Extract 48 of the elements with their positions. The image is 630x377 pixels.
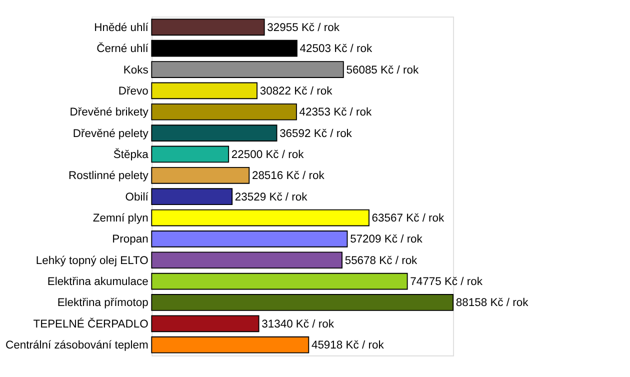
bar [151, 82, 258, 100]
y-tick-label: Zemní plyn [92, 212, 148, 225]
y-tick-label: Štěpka [113, 148, 150, 161]
data-label: 56085 Kč / rok [346, 64, 419, 76]
bar [151, 188, 233, 206]
bar [151, 252, 342, 269]
y-tick-label: Obilí [125, 191, 150, 204]
data-label: 28516 Kč / rok [252, 170, 325, 182]
y-tick-label: Centrální zásobování teplem [6, 340, 148, 352]
y-tick-label: Hnědé uhlí [94, 22, 150, 34]
bar [151, 61, 344, 78]
bar [151, 272, 408, 290]
data-label: 23529 Kč / rok [234, 191, 308, 204]
data-label: 30822 Kč / rok [260, 85, 333, 98]
bar [151, 18, 265, 36]
data-label: 63567 Kč / rok [372, 212, 445, 225]
y-tick-label: Dřevo [118, 85, 148, 98]
data-label: 42503 Kč / rok [300, 43, 373, 56]
y-tick-label: Dřevěné pelety [72, 128, 149, 140]
y-tick-label: Elektřina přímotop [57, 297, 148, 310]
bar [151, 146, 230, 163]
data-label: 32955 Kč / rok [267, 22, 340, 34]
y-tick-label: Koks [123, 64, 149, 76]
data-label: 57209 Kč / rok [350, 234, 423, 246]
y-tick-label: Černé uhlí [96, 42, 150, 56]
y-tick-label: Dřevěné brikety [70, 106, 149, 119]
bar [151, 40, 298, 57]
bar [151, 230, 348, 248]
bar [151, 124, 278, 142]
data-label: 31340 Kč / rok [262, 318, 334, 330]
y-tick-label: TEPELNÉ ČERPADLO [33, 317, 149, 330]
bar [151, 166, 250, 184]
data-label: 22500 Kč / rok [231, 148, 304, 161]
bar [151, 209, 370, 226]
y-tick-label: Lehký topný olej ELTO [36, 254, 149, 267]
data-label: 74775 Kč / rok [410, 276, 483, 288]
y-tick-label: Rostlinné pelety [68, 170, 149, 182]
bar [151, 315, 260, 332]
y-tick-label: Elektřina akumulace [47, 276, 148, 288]
data-label: 45918 Kč / rok [311, 340, 384, 352]
y-tick-label: Propan [112, 234, 148, 246]
data-label: 42353 Kč / rok [299, 106, 372, 119]
bar [151, 103, 297, 120]
bar [151, 294, 454, 311]
bar [151, 336, 310, 354]
data-label: 55678 Kč / rok [344, 254, 418, 267]
data-label: 36592 Kč / rok [280, 128, 352, 140]
data-label: 88158 Kč / rok [456, 297, 529, 310]
